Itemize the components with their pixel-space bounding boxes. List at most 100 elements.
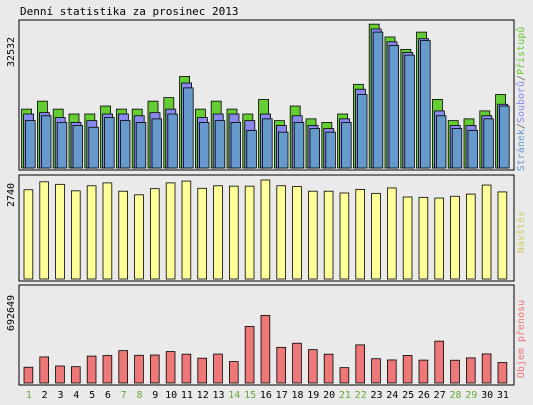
bar-navstevy-day-22	[355, 188, 365, 280]
bar-objem-day-11	[181, 353, 192, 384]
legend-separator: /	[516, 75, 527, 81]
x-tick-label-day-24: 24	[386, 390, 398, 401]
bar-navstevy-day-17	[276, 185, 286, 280]
bar-navstevy-day-27	[434, 197, 444, 280]
bar-navstevy-day-23	[371, 192, 381, 280]
bar-objem-day-17	[276, 346, 286, 384]
bar-stranky-day-24	[388, 44, 400, 169]
x-tick-label-day-13: 13	[212, 390, 224, 401]
bar-navstevy-day-3	[55, 183, 65, 280]
bar-objem-day-31	[497, 362, 508, 384]
bar-navstevy-day-25	[402, 196, 413, 280]
x-tick-label-day-19: 19	[307, 390, 319, 401]
bar-stranky-day-30	[483, 118, 494, 169]
bar-navstevy-day-4	[71, 190, 81, 280]
bar-objem-day-22	[355, 344, 365, 384]
bar-navstevy-day-5	[86, 185, 97, 280]
bar-objem-day-9	[149, 354, 160, 384]
bar-objem-day-25	[402, 355, 413, 384]
x-tick-label-day-29: 29	[465, 390, 477, 401]
bar-objem-day-23	[371, 358, 381, 384]
x-tick-label-day-14: 14	[228, 390, 240, 401]
bar-objem-day-7	[118, 350, 129, 384]
x-tick-label-day-31: 31	[497, 390, 509, 401]
bar-navstevy-day-7	[118, 190, 129, 280]
bar-objem-day-19	[307, 349, 318, 384]
x-tick-label-day-11: 11	[181, 390, 193, 401]
x-tick-label-day-18: 18	[291, 390, 303, 401]
chart-title: Denní statistika za prosinec 2013	[20, 5, 239, 18]
bar-stranky-day-21	[341, 122, 352, 169]
x-tick-label-day-17: 17	[276, 390, 288, 401]
bar-navstevy-day-12	[197, 187, 208, 280]
bar-objem-day-8	[134, 354, 144, 384]
bar-stranky-day-2	[41, 115, 52, 169]
bar-objem-day-26	[418, 359, 429, 384]
bar-objem-day-21	[339, 367, 350, 384]
bar-objem-day-13	[213, 353, 223, 384]
x-tick-label-day-21: 21	[339, 390, 351, 401]
bar-navstevy-day-20	[323, 190, 334, 280]
x-tick-label-day-16: 16	[260, 390, 272, 401]
bar-objem-day-16	[260, 314, 271, 384]
bar-stranky-day-26	[420, 40, 431, 169]
bar-navstevy-day-28	[450, 195, 460, 280]
legend-pristupy: Přístupů	[515, 27, 527, 75]
bar-navstevy-day-31	[497, 191, 508, 280]
x-tick-label-day-28: 28	[449, 390, 461, 401]
bar-stranky-day-1	[25, 120, 36, 169]
x-tick-label-day-25: 25	[402, 390, 414, 401]
bar-navstevy-day-16	[260, 179, 271, 280]
bar-navstevy-day-1	[23, 189, 34, 280]
bar-navstevy-day-15	[244, 185, 255, 280]
bar-navstevy-day-13	[213, 185, 223, 280]
y-axis-max-label: 32532	[6, 37, 17, 67]
bar-navstevy-day-9	[149, 188, 160, 280]
bar-stranky-day-20	[325, 131, 336, 169]
x-tick-label-day-23: 23	[370, 390, 382, 401]
bar-objem-day-28	[450, 359, 460, 384]
chart-panels: 32532Stránek/Souborů/Přístupů2740Návštěv…	[6, 19, 527, 386]
bar-stranky-day-9	[151, 118, 163, 169]
bar-navstevy-day-6	[102, 182, 113, 280]
x-tick-label-day-15: 15	[244, 390, 256, 401]
bar-objem-day-3	[55, 365, 65, 384]
bar-stranky-day-3	[56, 122, 68, 169]
bar-navstevy-day-19	[307, 190, 318, 280]
bar-objem-day-6	[102, 355, 113, 384]
bar-objem-day-14	[228, 361, 239, 384]
x-tick-label-day-5: 5	[89, 390, 95, 401]
bar-stranky-day-16	[262, 118, 273, 169]
bar-navstevy-day-26	[418, 196, 429, 280]
x-tick-label-day-10: 10	[165, 390, 177, 401]
bar-objem-day-5	[86, 355, 97, 384]
x-tick-label-day-30: 30	[481, 390, 493, 401]
bar-stranky-day-6	[104, 117, 115, 169]
bar-objem-day-2	[39, 356, 49, 384]
x-tick-label-day-22: 22	[355, 390, 367, 401]
bar-stranky-day-19	[309, 128, 321, 169]
bar-navstevy-day-21	[339, 192, 350, 280]
bar-stranky-day-12	[198, 122, 210, 169]
x-tick-label-day-27: 27	[434, 390, 446, 401]
bar-stranky-day-22	[356, 94, 368, 169]
legend-separator: /	[516, 123, 527, 129]
bar-navstevy-day-2	[39, 181, 49, 280]
bar-objem-day-30	[481, 353, 492, 384]
bar-navstevy-day-24	[386, 187, 397, 280]
bar-navstevy-day-29	[465, 193, 476, 280]
bar-navstevy-day-11	[181, 180, 192, 280]
bar-objem-day-4	[71, 366, 81, 384]
bar-objem-day-10	[165, 351, 176, 384]
bar-objem-day-29	[465, 357, 476, 384]
bar-stranky-day-29	[467, 129, 479, 169]
bar-stranky-day-27	[435, 115, 447, 169]
legend-navstevy: Návštěv	[515, 211, 527, 253]
bar-navstevy-day-10	[165, 182, 176, 280]
x-axis-day-labels: 1 2 3 4 5 6 7 8 9 10 11 12 13 14 15 16 17 18 19 20 21 22 23 24 2…	[26, 390, 509, 401]
bar-navstevy-day-14	[228, 185, 239, 280]
bar-stranky-day-10	[167, 113, 178, 169]
bar-stranky-day-23	[372, 31, 384, 169]
legend-stranky: Stránek	[515, 129, 527, 171]
